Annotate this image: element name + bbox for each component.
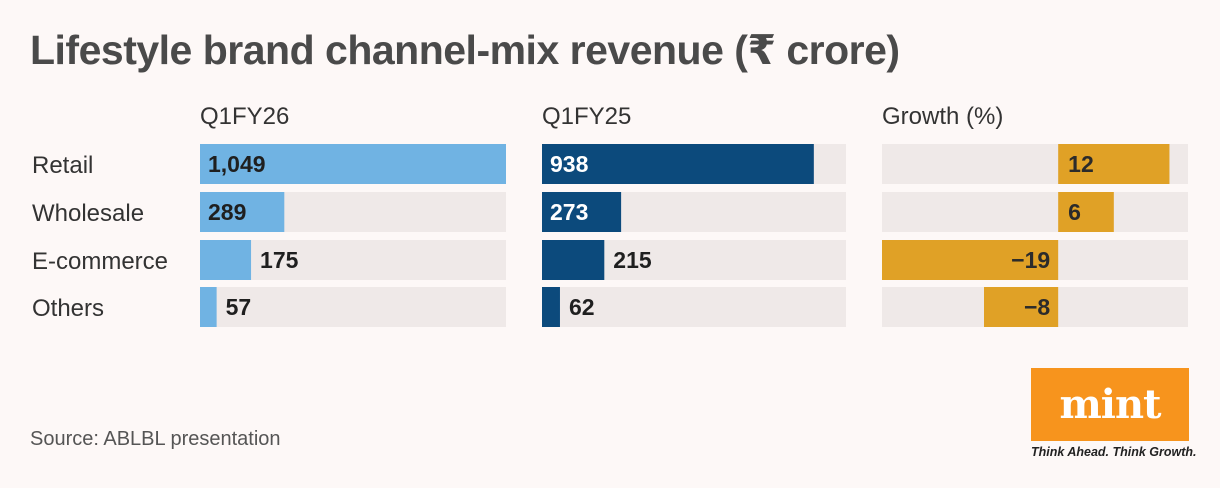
data-label-q1fy25-retail: 938 — [550, 151, 589, 177]
bar-growth-others — [984, 287, 1059, 327]
column-header-growth: Growth (%) — [882, 103, 1003, 130]
logo-wordmark: mint — [1059, 381, 1161, 428]
category-label-others: Others — [32, 295, 104, 322]
data-label-q1fy25-others: 62 — [569, 294, 595, 320]
column-header-q1fy26: Q1FY26 — [200, 103, 289, 130]
bar-growth-e-commerce — [882, 240, 1059, 280]
category-label-retail: Retail — [32, 152, 93, 179]
data-label-q1fy26-e-commerce: 175 — [260, 247, 299, 273]
source-note: Source: ABLBL presentation — [30, 428, 281, 450]
data-label-q1fy26-retail: 1,049 — [208, 151, 266, 177]
bar-track-q1fy25-others — [542, 287, 846, 327]
bar-q1fy25-wholesale — [542, 192, 622, 232]
bar-q1fy25-retail — [542, 144, 814, 184]
category-label-wholesale: Wholesale — [32, 200, 144, 227]
data-label-q1fy26-wholesale: 289 — [208, 199, 246, 225]
data-label-q1fy25-e-commerce: 215 — [613, 247, 652, 273]
bar-track-growth-wholesale — [882, 192, 1188, 232]
data-label-growth-others: −8 — [1024, 294, 1050, 320]
bar-track-q1fy26-others — [200, 287, 506, 327]
category-label-e-commerce: E-commerce — [32, 248, 168, 275]
bar-q1fy25-e-commerce — [542, 240, 605, 280]
bar-growth-wholesale — [1058, 192, 1114, 232]
mint-logo: mint — [1031, 368, 1189, 441]
column-header-q1fy25: Q1FY25 — [542, 103, 631, 130]
bar-q1fy26-wholesale — [200, 192, 285, 232]
bar-q1fy25-others — [542, 287, 560, 327]
chart-title: Lifestyle brand channel-mix revenue (₹ c… — [30, 27, 900, 73]
logo-tagline: Think Ahead. Think Growth. — [1031, 445, 1197, 459]
data-label-q1fy25-wholesale: 273 — [550, 199, 588, 225]
bar-q1fy26-others — [200, 287, 217, 327]
data-label-q1fy26-others: 57 — [226, 294, 252, 320]
bar-q1fy26-retail — [200, 144, 506, 184]
bar-q1fy26-e-commerce — [200, 240, 252, 280]
data-label-growth-wholesale: 6 — [1068, 199, 1081, 225]
bar-growth-retail — [1058, 144, 1170, 184]
data-label-growth-e-commerce: −19 — [1011, 247, 1050, 273]
data-label-growth-retail: 12 — [1068, 151, 1094, 177]
